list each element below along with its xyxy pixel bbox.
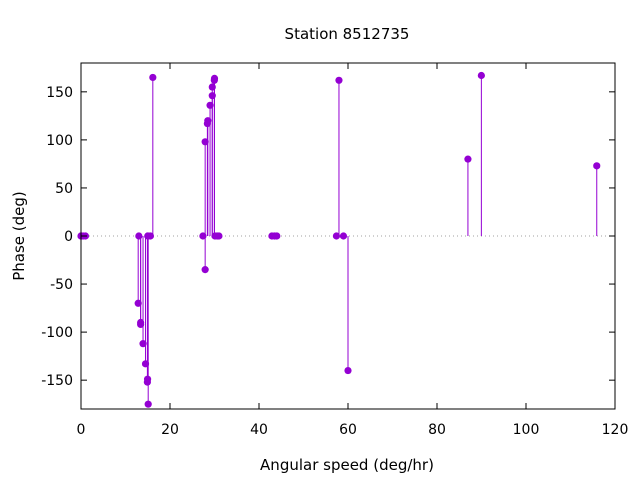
x-axis-title: Angular speed (deg/hr) (260, 456, 434, 474)
x-tick-label-5: 100 (513, 422, 540, 438)
y-axis-title: Phase (deg) (10, 191, 28, 281)
y-tick-label-5: 100 (46, 133, 73, 149)
data-point-5 (134, 299, 142, 307)
data-point-9 (139, 340, 147, 348)
data-point-33 (273, 232, 281, 240)
x-tick-label-6: 120 (602, 422, 629, 438)
data-point-18 (199, 232, 207, 240)
x-tick-label-1: 20 (161, 422, 179, 438)
data-point-40 (593, 162, 601, 170)
x-tick-label-0: 0 (77, 422, 86, 438)
data-point-34 (332, 232, 341, 240)
chart-title: Station 8512735 (285, 25, 410, 43)
data-point-35 (335, 76, 343, 84)
data-point-24 (208, 83, 216, 91)
x-tick-label-2: 40 (250, 422, 268, 438)
x-tick-label-3: 60 (339, 422, 357, 438)
y-tick-label-2: -50 (50, 277, 73, 293)
data-point-36 (339, 232, 348, 240)
data-point-20 (201, 266, 209, 274)
data-point-15 (144, 400, 152, 408)
data-point-38 (464, 155, 472, 163)
y-tick-label-4: 50 (55, 181, 73, 197)
data-point-17 (149, 73, 157, 82)
data-point-19 (201, 138, 209, 146)
x-tick-label-4: 80 (428, 422, 446, 438)
data-point-10 (141, 360, 150, 368)
y-tick-label-6: 150 (46, 85, 73, 101)
data-point-27 (210, 74, 219, 82)
data-point-23 (206, 101, 214, 109)
data-point-30 (215, 232, 223, 240)
data-point-37 (344, 366, 352, 375)
y-tick-label-3: 0 (64, 229, 73, 245)
data-point-16 (146, 232, 155, 240)
data-point-6 (135, 232, 143, 240)
y-tick-label-1: -100 (41, 325, 73, 341)
y-tick-label-0: -150 (41, 373, 73, 389)
axes: 0 20 40 60 80 100 120 -150 -100 -50 0 50 100 150 (41, 63, 628, 438)
data-point-8 (137, 318, 145, 327)
data-point-22 (204, 117, 212, 125)
data-point-25 (208, 92, 216, 100)
data-point-39 (477, 71, 485, 80)
data-point-12 (143, 375, 152, 383)
plot-area (77, 71, 615, 408)
